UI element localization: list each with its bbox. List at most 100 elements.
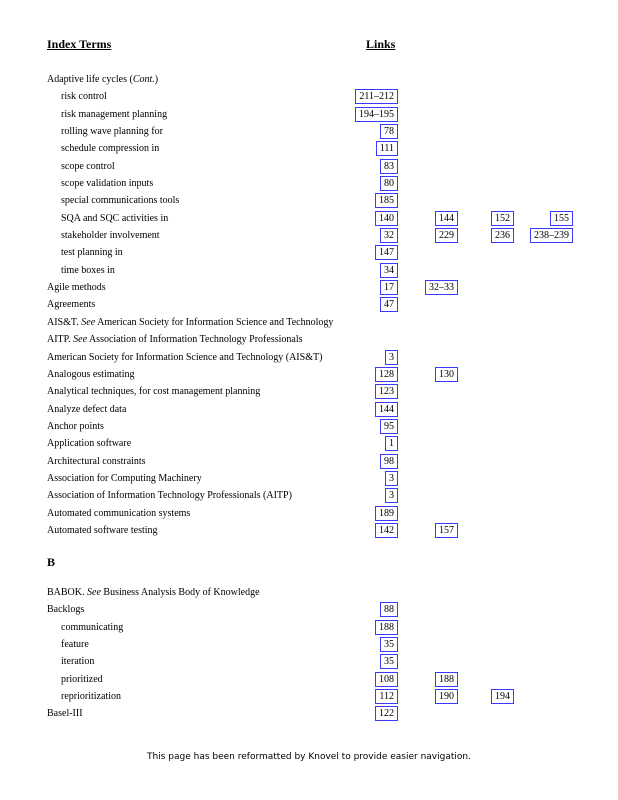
page-link[interactable]: 83 [380, 158, 398, 174]
page-link[interactable]: 17 [380, 280, 398, 296]
page-link[interactable]: 35 [380, 637, 398, 653]
page-link[interactable]: 185 [375, 193, 398, 209]
links-header: Links [366, 37, 396, 51]
term-text: communicating [61, 621, 124, 633]
term-text: Analogous estimating [47, 368, 135, 380]
page-link[interactable]: 3 [385, 488, 398, 504]
term-text: time boxes in [61, 264, 115, 276]
index-entry: Association for Computing Machinery 3 [0, 470, 618, 487]
index-entry: American Society for Information Science… [0, 349, 618, 366]
page-link[interactable]: 3 [385, 470, 398, 486]
index-entry: Adaptive life cycles (Cont.) [0, 71, 618, 88]
index-term: risk management planning [61, 106, 167, 123]
page-link[interactable]: 108 [375, 671, 398, 687]
page-link[interactable]: 112 [375, 689, 398, 705]
page-link[interactable]: 32–33 [425, 280, 458, 296]
index-term: Backlogs [47, 601, 84, 618]
term-text: schedule compression in [61, 143, 160, 155]
page-link[interactable]: 190 [435, 689, 458, 705]
page-link[interactable]: 236 [491, 228, 514, 244]
page-link[interactable]: 155 [550, 210, 573, 226]
term-text: special communications tools [61, 195, 180, 207]
page-link[interactable]: 194–195 [355, 106, 398, 122]
page-link[interactable]: 34 [380, 262, 398, 278]
index-term: American Society for Information Science… [47, 349, 322, 366]
index-term: test planning in [61, 244, 123, 261]
see-label: See [87, 587, 101, 598]
index-term: Association for Computing Machinery [47, 470, 202, 487]
term-text: Analytical techniques, for cost manageme… [47, 386, 261, 398]
page-link[interactable]: 111 [375, 141, 398, 157]
page-link[interactable]: 3 [385, 349, 398, 365]
page-link[interactable]: 194 [491, 689, 514, 705]
term-text: iteration [61, 656, 95, 668]
index-entry: stakeholder involvement 32 229 236 238–239 [0, 227, 618, 244]
term-text: AITP. [47, 334, 74, 346]
page-link[interactable]: 144 [435, 210, 458, 226]
page-link[interactable]: 128 [375, 366, 398, 382]
index-entry: Basel-III 122 [0, 705, 618, 722]
page-link[interactable]: 130 [435, 366, 458, 382]
page-link[interactable]: 140 [375, 210, 398, 226]
page-link[interactable]: 142 [375, 522, 398, 538]
index-term: SQA and SQC activities in [61, 210, 168, 227]
page-link[interactable]: 122 [375, 706, 398, 722]
index-term: Adaptive life cycles (Cont.) [47, 74, 159, 85]
term-text: Automated software testing [47, 524, 158, 536]
page-link[interactable]: 157 [435, 522, 458, 538]
term-text: AIS&T. [47, 316, 82, 328]
index-term: Anchor points [47, 418, 104, 435]
term-italic: Cont. [132, 74, 155, 85]
index-term: reprioritization [61, 688, 121, 705]
index-term: Basel-III [47, 705, 83, 722]
term-text: stakeholder involvement [61, 230, 160, 242]
index-term: Agreements [47, 296, 95, 313]
page-link[interactable]: 229 [435, 228, 458, 244]
index-entry: Automated communication systems 189 [0, 505, 618, 522]
index-entry: iteration 35 [0, 653, 618, 670]
page-link[interactable]: 152 [491, 210, 514, 226]
page-link[interactable]: 238–239 [530, 228, 573, 244]
page-link[interactable]: 144 [375, 401, 398, 417]
index-term: special communications tools [61, 192, 179, 209]
term-text: Association for Computing Machinery [47, 472, 202, 484]
page-link[interactable]: 80 [380, 176, 398, 192]
index-entry: SQA and SQC activities in 140 144 152 155 [0, 210, 618, 227]
see-target-link[interactable]: American Society for Information Science… [95, 316, 334, 328]
index-entry: scope control 83 [0, 158, 618, 175]
page-link[interactable]: 78 [380, 124, 398, 140]
index-term: BABOK. See Business Analysis Body of Kno… [47, 584, 260, 601]
page-link[interactable]: 188 [435, 671, 458, 687]
index-entry: communicating 188 [0, 619, 618, 636]
index-entry: schedule compression in 111 [0, 140, 618, 157]
page-link[interactable]: 98 [380, 453, 398, 469]
page-link[interactable]: 188 [375, 619, 398, 635]
page-link[interactable]: 95 [380, 418, 398, 434]
index-term: time boxes in [61, 262, 115, 279]
index-entry: Anchor points 95 [0, 418, 618, 435]
page-link[interactable]: 35 [380, 654, 398, 670]
page-link[interactable]: 123 [375, 384, 398, 400]
index-entry: rolling wave planning for 78 [0, 123, 618, 140]
term-text: American Society for Information Science… [47, 351, 323, 363]
index-entry: scope validation inputs 80 [0, 175, 618, 192]
term-text: Anchor points [47, 420, 104, 432]
index-entry: Architectural constraints 98 [0, 453, 618, 470]
page-link[interactable]: 147 [375, 245, 398, 261]
page-link[interactable]: 88 [380, 602, 398, 618]
index-entry: Backlogs 88 [0, 601, 618, 618]
page-link[interactable]: 32 [380, 228, 398, 244]
page-link[interactable]: 47 [380, 297, 398, 313]
term-text: feature [61, 639, 89, 651]
index-term: Analytical techniques, for cost manageme… [47, 383, 260, 400]
section-b: BABOK. See Business Analysis Body of Kno… [0, 584, 618, 723]
index-entry: Analogous estimating 128 130 [0, 366, 618, 383]
term-text: Backlogs [47, 604, 85, 616]
see-target-link[interactable]: Business Analysis Body of Knowledge [100, 587, 260, 598]
term-text: Basel-III [47, 708, 83, 720]
page-link[interactable]: 1 [385, 436, 398, 452]
page-link[interactable]: 211–212 [355, 89, 398, 105]
page-link[interactable]: 189 [375, 505, 398, 521]
letter-heading-b: B [47, 555, 56, 569]
see-target-link[interactable]: Association of Information Technology Pr… [87, 334, 303, 346]
